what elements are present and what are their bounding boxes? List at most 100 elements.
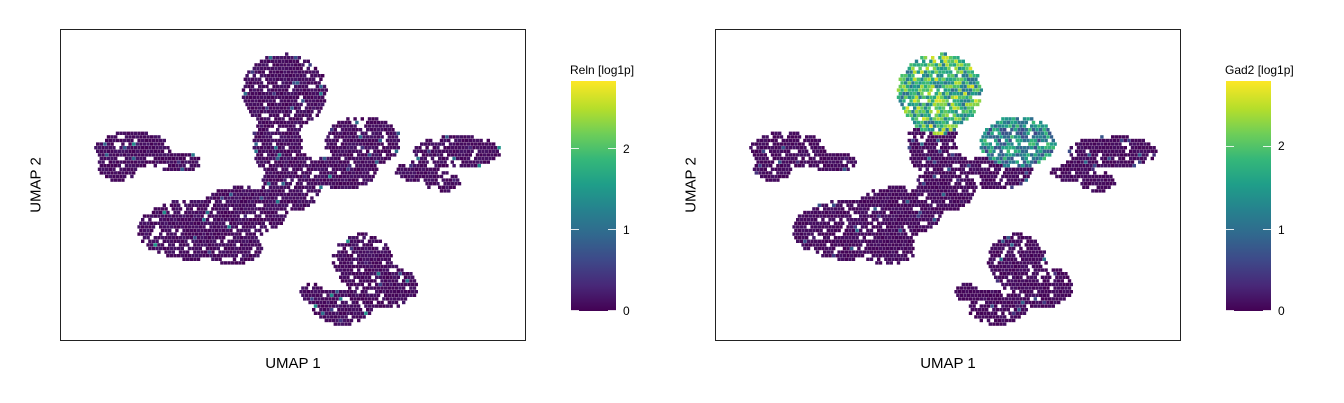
cell-point (436, 167, 440, 171)
cell-point (303, 174, 307, 179)
cell-point (351, 156, 355, 161)
cell-point (769, 178, 773, 182)
cell-point (940, 95, 944, 99)
cell-point (922, 117, 926, 121)
cell-point (276, 106, 280, 110)
cell-point (256, 146, 260, 150)
cell-point (209, 246, 213, 251)
cell-point (400, 290, 404, 294)
cell-point (999, 300, 1003, 305)
cell-point (941, 113, 946, 117)
cell-point (1024, 293, 1028, 297)
cell-point (270, 182, 274, 186)
cell-point (344, 322, 348, 326)
cell-point (774, 138, 778, 143)
cell-point (378, 261, 382, 265)
cell-point (270, 59, 274, 63)
cell-point (976, 81, 980, 85)
cell-point (256, 246, 260, 251)
cell-point (475, 153, 480, 157)
cell-point (339, 268, 343, 272)
cell-point (954, 66, 958, 71)
cell-point (781, 174, 785, 179)
cell-point (1001, 174, 1005, 179)
cell-point (979, 304, 983, 308)
cell-point (902, 185, 906, 189)
cell-point (992, 171, 996, 175)
cell-point (355, 257, 359, 261)
cell-point (862, 207, 866, 211)
cell-point (1057, 286, 1061, 290)
cell-point (914, 210, 919, 215)
cell-point (878, 261, 883, 265)
cell-point (927, 185, 931, 189)
cell-point (967, 178, 971, 182)
cell-point (315, 106, 319, 110)
cell-point (346, 318, 350, 323)
cell-point (979, 88, 983, 92)
cell-point (252, 66, 256, 71)
cell-point (171, 200, 175, 204)
cell-point (276, 178, 280, 182)
cell-point (304, 99, 309, 103)
cell-point (932, 138, 937, 143)
cell-point (778, 131, 782, 135)
cell-point (331, 290, 336, 294)
cell-point (241, 88, 246, 92)
cell-point (366, 135, 370, 139)
cell-point (173, 246, 177, 251)
cell-point (1125, 164, 1129, 168)
cell-point (1030, 117, 1034, 121)
cell-point (1114, 164, 1118, 168)
cell-point (267, 124, 271, 128)
cell-point (916, 113, 920, 117)
cell-point (364, 268, 368, 272)
cell-point (1058, 297, 1063, 301)
cell-point (929, 110, 933, 114)
cell-point (110, 171, 114, 175)
cell-point (378, 275, 382, 279)
cell-point (950, 146, 955, 150)
cell-point (340, 243, 345, 247)
cell-point (1008, 304, 1012, 308)
cell-point (920, 149, 924, 153)
cell-point (195, 160, 199, 164)
cell-point (371, 124, 375, 128)
cell-point (842, 167, 847, 171)
cell-point (162, 160, 166, 164)
cell-point (1114, 135, 1118, 139)
cell-point (366, 171, 370, 175)
cell-point (254, 214, 258, 218)
cell-point (171, 243, 175, 247)
cell-point (1042, 293, 1046, 297)
cell-point (317, 160, 321, 164)
cell-point (279, 214, 283, 218)
cell-point (366, 156, 370, 161)
cell-point (270, 174, 274, 179)
cell-point (986, 167, 991, 171)
cell-point (272, 214, 276, 218)
cell-point (1062, 282, 1066, 287)
cell-point (871, 232, 875, 236)
cell-point (265, 99, 269, 103)
cell-point (896, 203, 901, 207)
cell-point (959, 171, 964, 175)
cell-point (1019, 304, 1023, 308)
cell-point (432, 160, 436, 164)
cell-point (1030, 146, 1034, 150)
cell-point (1015, 160, 1019, 164)
cell-point (247, 99, 251, 103)
cell-point (1039, 135, 1043, 139)
cell-point (900, 232, 904, 236)
cell-point (862, 200, 866, 204)
cell-point (959, 84, 964, 89)
cell-point (828, 254, 832, 258)
cell-point (1024, 250, 1028, 254)
cell-point (254, 99, 258, 103)
cell-point (767, 174, 771, 179)
cell-point (385, 246, 390, 251)
cell-point (965, 290, 969, 294)
cell-point (173, 218, 177, 222)
cell-point (871, 218, 875, 222)
cell-point (274, 218, 278, 222)
